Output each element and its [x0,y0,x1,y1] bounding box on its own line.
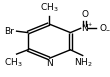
Text: O: O [100,24,107,33]
Text: CH$_3$: CH$_3$ [4,56,23,69]
Text: N: N [81,24,88,33]
Text: CH$_3$: CH$_3$ [40,1,58,14]
Text: $^+$: $^+$ [86,22,93,28]
Text: NH$_2$: NH$_2$ [74,57,93,69]
Text: Br: Br [4,27,14,36]
Text: O: O [81,10,88,19]
Text: $^-$: $^-$ [104,28,110,34]
Text: N: N [46,59,52,68]
